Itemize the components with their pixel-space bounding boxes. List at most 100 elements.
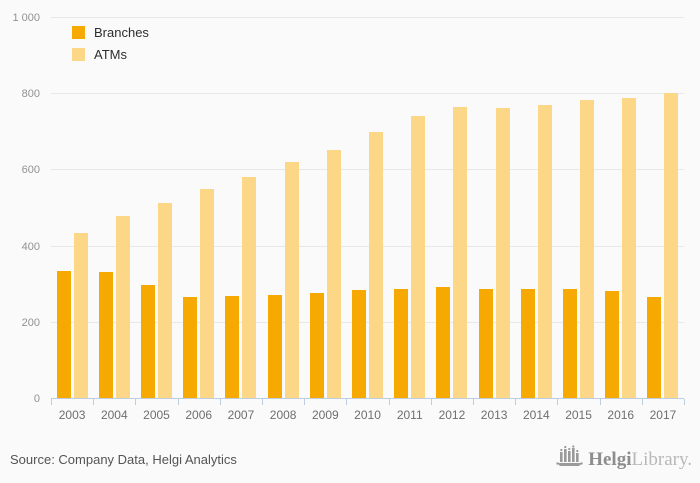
legend-label-atms: ATMs [94,47,127,62]
x-tick-label: 2013 [480,408,508,422]
x-axis-tick [641,399,643,405]
y-tick-label: 1 000 [12,12,40,24]
bar-branches-2004 [98,271,113,399]
bar-branches-2014 [520,289,535,399]
x-axis-tick [262,399,263,405]
bar-atms-2006 [200,188,215,399]
legend-swatch-atms [72,48,85,61]
bar-atms-2016 [622,97,637,399]
bar-group-2015: 2015 [557,18,599,422]
gridline [51,169,684,171]
x-axis-tick [177,399,179,405]
bar-atms-2012 [453,107,468,399]
bar-group-2011: 2011 [389,18,431,422]
y-tick-label: 200 [21,316,40,329]
y-tick-label: 600 [21,164,40,177]
x-axis-tick [599,399,601,405]
y-axis: 0 200 400 600 800 1 000 [0,12,43,405]
bar-branches-2017 [647,297,662,399]
bar-chart-skyline-icon [556,445,583,474]
x-axis-tick [135,399,137,405]
legend-swatch-branches [72,26,85,39]
bar-group-2016: 2016 [600,18,642,422]
x-axis-tick [93,399,95,405]
bar-branches-2016 [605,291,620,399]
bar-group-2004: 2004 [93,18,135,422]
source-note: Source: Company Data, Helgi Analytics [10,452,237,467]
plot-area: 2003 2004 2005 2006 2007 2008 2009 2010 2011 2012… [51,17,685,422]
bar-atms-2009 [326,150,341,399]
x-tick-label: 2003 [58,408,86,422]
bar-group-2006: 2006 [178,18,220,422]
x-axis-line [51,398,684,399]
x-axis-tick [473,399,474,405]
x-axis-tick [557,399,559,405]
x-tick-label: 2014 [522,408,550,422]
bar-branches-2005 [141,285,155,399]
x-axis-tick [219,399,221,405]
x-axis-tick [430,399,432,405]
bar-atms-2015 [580,100,595,399]
bar-branches-2003 [56,270,71,399]
bar-branches-2008 [267,294,282,399]
bar-branches-2013 [478,289,493,399]
x-axis-tick [304,399,306,405]
bar-group-2005: 2005 [135,18,177,422]
bar-branches-2009 [309,293,324,399]
y-tick-label: 0 [33,393,40,405]
bar-atms-2007 [242,176,257,399]
x-tick-label: 2015 [565,408,592,422]
bar-group-2012: 2012 [431,18,473,422]
x-tick-label: 2004 [100,408,128,422]
x-axis-tick [684,399,685,405]
bar-group-2014: 2014 [515,18,557,422]
bar-group-2003: 2003 [51,18,93,422]
bar-branches-2007 [225,295,240,399]
logo-word-library: Library. [631,448,693,470]
bar-atms-2010 [369,132,384,399]
x-axis-tick [515,399,517,405]
axis-ticks [51,399,685,406]
x-tick-label: 2009 [311,408,339,422]
x-tick-label: 2016 [607,408,635,422]
bar-branches-2015 [563,289,578,399]
bar-group-2013: 2013 [473,18,515,422]
bar-atms-2017 [664,93,679,399]
bar-group-2008: 2008 [262,18,304,422]
bar-branches-2012 [436,287,451,399]
bar-atms-2003 [73,233,88,399]
gridline [51,245,684,247]
bar-groups: 2003 2004 2005 2006 2007 2008 2009 2010 2011 2012… [51,18,684,422]
bar-group-2010: 2010 [346,18,388,422]
x-tick-label: 2017 [649,408,677,422]
x-axis-tick [388,399,390,405]
y-tick-label: 800 [21,88,40,101]
bar-branches-2010 [352,289,367,399]
legend-label-branches: Branches [94,25,149,40]
logo-wordmark: HelgiLibrary. [588,447,692,473]
logo-word-helgi: Helgi [588,448,632,470]
bar-atms-2011 [411,116,426,399]
x-tick-label: 2006 [185,408,213,422]
legend: Branches ATMs [72,25,149,69]
gridline [51,93,684,95]
x-tick-label: 2011 [396,408,423,422]
bar-atms-2013 [495,108,510,399]
x-tick-label: 2007 [227,408,255,422]
bar-group-2017: 2017 [642,18,684,422]
bar-branches-2011 [394,289,409,399]
bar-group-2007: 2007 [220,18,262,422]
x-tick-label: 2005 [143,408,170,422]
gridline [51,321,684,323]
x-tick-label: 2008 [269,408,297,422]
bar-atms-2004 [115,216,130,399]
x-tick-label: 2010 [354,408,381,422]
bar-group-2009: 2009 [304,18,346,422]
legend-item-branches: Branches [72,25,149,40]
bar-branches-2006 [183,297,198,399]
gridline [51,17,684,18]
helgi-library-logo: HelgiLibrary. [556,445,692,474]
y-tick-label: 400 [21,240,40,253]
bar-atms-2008 [284,162,299,399]
